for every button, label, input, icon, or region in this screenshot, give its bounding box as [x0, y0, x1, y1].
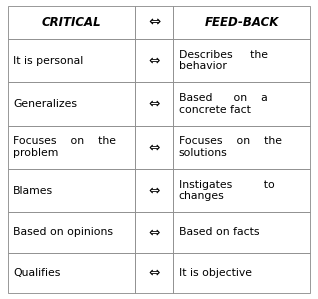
Text: Based on facts: Based on facts	[179, 228, 259, 237]
Bar	[8, 169, 135, 212]
Bar	[8, 126, 135, 169]
Text: Qualifies: Qualifies	[13, 268, 60, 278]
Text: FEED-BACK: FEED-BACK	[204, 16, 279, 29]
Text: ⇔: ⇔	[149, 184, 160, 198]
Text: Blames: Blames	[13, 186, 53, 196]
Bar	[173, 212, 310, 253]
Text: Based      on    a
concrete fact: Based on a concrete fact	[179, 93, 267, 115]
Text: ⇔: ⇔	[148, 15, 160, 30]
Text: It is objective: It is objective	[179, 268, 252, 278]
Bar	[135, 212, 173, 253]
Text: ⇔: ⇔	[149, 225, 160, 239]
Bar	[135, 82, 173, 126]
Bar	[135, 126, 173, 169]
Bar	[8, 212, 135, 253]
Text: ⇔: ⇔	[149, 54, 160, 68]
Bar	[173, 39, 310, 82]
Text: ⇔: ⇔	[149, 97, 160, 111]
Bar	[8, 6, 135, 39]
Text: It is personal: It is personal	[13, 56, 83, 66]
Text: Focuses    on    the
problem: Focuses on the problem	[13, 136, 116, 158]
Bar	[135, 39, 173, 82]
Text: Focuses    on    the
solutions: Focuses on the solutions	[179, 136, 282, 158]
Text: CRITICAL: CRITICAL	[42, 16, 101, 29]
Bar	[173, 126, 310, 169]
Text: Based on opinions: Based on opinions	[13, 228, 113, 237]
Bar	[173, 6, 310, 39]
Bar	[173, 169, 310, 212]
Bar	[135, 6, 173, 39]
Bar	[173, 82, 310, 126]
Bar	[135, 253, 173, 293]
Bar	[8, 82, 135, 126]
Text: Describes     the
behavior: Describes the behavior	[179, 50, 268, 71]
Text: Generalizes: Generalizes	[13, 99, 77, 109]
Text: ⇔: ⇔	[149, 140, 160, 154]
Bar	[173, 253, 310, 293]
Bar	[8, 39, 135, 82]
Bar	[135, 169, 173, 212]
Text: Instigates         to
changes: Instigates to changes	[179, 180, 274, 202]
Text: ⇔: ⇔	[149, 266, 160, 280]
Bar	[8, 253, 135, 293]
